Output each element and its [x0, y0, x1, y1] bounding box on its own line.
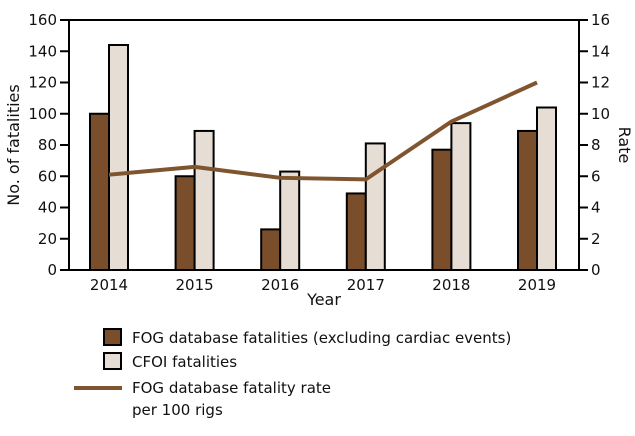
bars-layer — [90, 45, 556, 270]
y-tick-label-left: 120 — [28, 74, 57, 92]
y-tick-label-left: 20 — [38, 230, 57, 248]
legend: FOG database fatalities (excluding cardi… — [74, 329, 511, 419]
y-axis-label-right: Rate — [615, 127, 634, 164]
y-tick-label-right: 14 — [591, 42, 610, 60]
y-tick-label-right: 10 — [591, 105, 610, 123]
x-tick-label: 2017 — [347, 276, 385, 294]
plot-frame — [69, 20, 579, 270]
bar-cfoi-2014 — [109, 45, 128, 270]
x-tick-label: 2016 — [261, 276, 299, 294]
bar-fog-2018 — [432, 150, 451, 270]
rate-line-layer — [109, 82, 537, 179]
bar-cfoi-2018 — [451, 123, 470, 270]
bar-cfoi-2015 — [195, 131, 214, 270]
bar-cfoi-2016 — [280, 172, 299, 270]
bar-fog-2019 — [518, 131, 537, 270]
y-tick-label-left: 160 — [28, 11, 57, 29]
bar-cfoi-2017 — [366, 143, 385, 270]
y-tick-label-right: 6 — [591, 167, 601, 185]
bar-cfoi-2019 — [537, 108, 556, 271]
y-tick-label-right: 12 — [591, 74, 610, 92]
y-tick-label-left: 100 — [28, 105, 57, 123]
x-tick-label: 2019 — [518, 276, 556, 294]
y-tick-label-right: 16 — [591, 11, 610, 29]
y-tick-label-left: 80 — [38, 136, 57, 154]
legend-swatch-cfoi — [104, 353, 121, 369]
x-axis-label: Year — [306, 290, 341, 309]
legend-label-cfoi: CFOI fatalities — [132, 353, 237, 371]
x-tick-label: 2018 — [432, 276, 470, 294]
y-axis-label-left: No. of fatalities — [4, 84, 23, 205]
bar-fog-2015 — [176, 176, 195, 270]
y-tick-label-left: 40 — [38, 199, 57, 217]
bar-fog-2014 — [90, 114, 109, 270]
y-tick-label-left: 60 — [38, 167, 57, 185]
legend-swatch-fog — [104, 329, 121, 345]
y-tick-label-right: 4 — [591, 199, 601, 217]
y-tick-label-right: 0 — [591, 261, 601, 279]
legend-label-rate-line1: FOG database fatality rate — [132, 379, 331, 397]
rate-line — [109, 83, 537, 180]
x-tick-label: 2015 — [176, 276, 214, 294]
y-tick-label-right: 2 — [591, 230, 601, 248]
x-tick-label: 2014 — [90, 276, 128, 294]
bar-fog-2017 — [347, 193, 366, 270]
y-tick-label-left: 0 — [47, 261, 57, 279]
legend-label-rate-line2: per 100 rigs — [132, 401, 223, 419]
y-tick-label-left: 140 — [28, 42, 57, 60]
y-tick-label-right: 8 — [591, 136, 601, 154]
bar-fog-2016 — [261, 229, 280, 270]
legend-label-fog: FOG database fatalities (excluding cardi… — [132, 329, 511, 347]
